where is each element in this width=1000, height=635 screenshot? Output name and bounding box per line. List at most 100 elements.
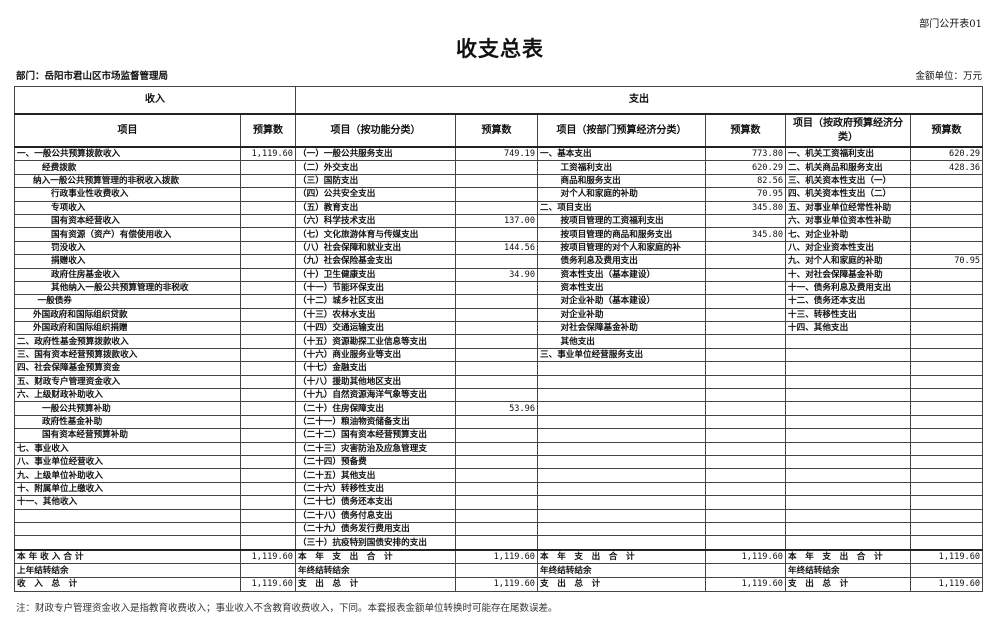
function-amount [455, 334, 538, 349]
budget-summary-table: 收入 支出 项目 预算数 项目（按功能分类） 预算数 项目（按部门预算经济分类）… [14, 86, 984, 592]
econ-item: 对企业补助 [537, 307, 706, 323]
gov-econ-amount: 620.29 [909, 146, 984, 162]
gov-econ-amount [909, 361, 984, 376]
income-item: 七、事业收入 [14, 441, 241, 456]
income-amount [240, 374, 296, 390]
income-item: 五、财政专户管理资金收入 [14, 374, 241, 390]
table-row: 罚没收入 （八）社会保障和就业支出 144.56 按项目管理的对个人和家庭的补 八、对企… [14, 240, 984, 256]
gov-econ-amount [909, 374, 984, 390]
table-row: 十、附属单位上缴收入 （二十六）转移性支出 [14, 481, 984, 497]
income-item: 捐赠收入 [14, 254, 241, 269]
income-item [14, 521, 241, 537]
gov-econ-amount [909, 321, 984, 336]
column-header-row: 项目 预算数 项目（按功能分类） 预算数 项目（按部门预算经济分类） 预算数 项… [14, 113, 984, 148]
total-row: 上年结转结余 年终结转结余 年终结转结余 年终结转结余 [14, 563, 984, 578]
econ-amount [705, 254, 786, 269]
function-item: （二十七）债务还本支出 [295, 495, 456, 510]
gov-econ-amount [909, 535, 984, 551]
econ-item [537, 361, 706, 376]
income-amount [240, 280, 296, 296]
income-amount [240, 495, 296, 510]
table-row: 其他纳入一般公共预算管理的非税收 （十一）节能环保支出 资本性支出 十一、债务利息及费… [14, 280, 984, 296]
function-item: （三）国防支出 [295, 173, 456, 189]
income-amount [240, 307, 296, 323]
income-amount [240, 563, 296, 578]
econ-amount [705, 535, 786, 551]
gov-econ-item [785, 468, 911, 483]
gov-econ-item: 二、机关商品和服务支出 [785, 160, 911, 175]
econ-amount: 70.95 [705, 187, 786, 202]
function-item: （二十二）国有资本经营预算支出 [295, 428, 456, 443]
econ-item: 按项目管理的商品和服务支出 [537, 227, 706, 242]
econ-amount [705, 361, 786, 376]
econ-item: 对个人和家庭的补助 [537, 187, 706, 202]
econ-amount: 620.29 [705, 160, 786, 175]
function-item: 支 出 总 计 [295, 576, 456, 592]
econ-item: 资本性支出（基本建设） [537, 267, 706, 282]
econ-item [537, 535, 706, 551]
gov-econ-item [785, 374, 911, 390]
income-item: 国有资源（资产）有偿使用收入 [14, 227, 241, 242]
form-code: 部门公开表01 [919, 19, 982, 30]
income-amount [240, 294, 296, 309]
gov-econ-amount: 70.95 [909, 254, 984, 269]
econ-item [537, 468, 706, 483]
function-amount [455, 535, 538, 551]
income-item: 行政事业性收费收入 [14, 187, 241, 202]
gov-econ-item [785, 347, 911, 363]
econ-item: 按项目管理的工资福利支出 [537, 213, 706, 229]
income-amount [240, 401, 296, 416]
income-item: 外国政府和国际组织贷款 [14, 307, 241, 323]
income-item: 六、上级财政补助收入 [14, 388, 241, 403]
gov-econ-item [785, 361, 911, 376]
table-row: 十一、其他收入 （二十七）债务还本支出 [14, 495, 984, 510]
gov-econ-amount [909, 388, 984, 403]
function-amount [455, 227, 538, 242]
section-header-row: 收入 支出 [14, 86, 984, 115]
econ-item [537, 521, 706, 537]
econ-item [537, 454, 706, 470]
table-row: 政府住房基金收入 （十）卫生健康支出 34.90 资本性支出（基本建设） 十、对社会保障… [14, 267, 984, 282]
econ-item: 对社会保障基金补助 [537, 321, 706, 336]
function-amount [455, 307, 538, 323]
table-row: 国有资本经营预算补助 （二十二）国有资本经营预算支出 [14, 428, 984, 443]
gov-econ-item: 支 出 总 计 [785, 576, 911, 592]
column-header: 预算数 [455, 113, 538, 148]
income-amount [240, 254, 296, 269]
gov-econ-item: 十一、债务利息及费用支出 [785, 280, 911, 296]
function-amount: 53.96 [455, 401, 538, 416]
function-amount [455, 321, 538, 336]
function-item: （十六）商业服务业等支出 [295, 347, 456, 363]
footnote: 注：财政专户管理资金收入是指教育收费收入；事业收入不含教育收费收入，下同。本套报… [16, 603, 558, 614]
econ-amount [705, 468, 786, 483]
function-amount [455, 361, 538, 376]
econ-amount: 345.80 [705, 227, 786, 242]
econ-amount: 345.80 [705, 200, 786, 215]
gov-econ-amount: 1,119.60 [909, 548, 984, 565]
econ-item: 按项目管理的对个人和家庭的补 [537, 240, 706, 256]
function-amount [455, 481, 538, 497]
gov-econ-item [785, 441, 911, 456]
function-amount [455, 441, 538, 456]
income-amount [240, 213, 296, 229]
econ-item: 年终结转结余 [537, 563, 706, 578]
income-item: 一般公共预算补助 [14, 401, 241, 416]
econ-amount [705, 280, 786, 296]
income-header: 收入 [14, 86, 296, 115]
table-row: 六、上级财政补助收入 （十九）自然资源海洋气象等支出 [14, 388, 984, 403]
income-amount [240, 388, 296, 403]
gov-econ-amount [909, 521, 984, 537]
function-item: （四）公共安全支出 [295, 187, 456, 202]
gov-econ-item [785, 508, 911, 523]
function-amount [455, 563, 538, 578]
function-amount: 34.90 [455, 267, 538, 282]
table-row: 外国政府和国际组织捐赠 （十四）交通运输支出 对社会保障基金补助 十四、其他支出 [14, 321, 984, 336]
function-amount [455, 508, 538, 523]
function-item: （二十八）债务付息支出 [295, 508, 456, 523]
econ-amount: 82.56 [705, 173, 786, 189]
econ-amount [705, 414, 786, 430]
function-item: （十八）援助其他地区支出 [295, 374, 456, 390]
function-item: （二十三）灾害防治及应急管理支 [295, 441, 456, 456]
gov-econ-item [785, 414, 911, 430]
column-header: 预算数 [909, 113, 984, 148]
